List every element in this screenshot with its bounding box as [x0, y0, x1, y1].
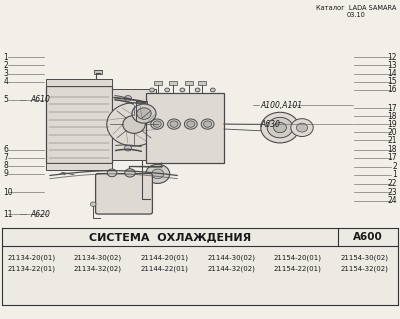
- Circle shape: [180, 88, 185, 92]
- Circle shape: [201, 119, 214, 129]
- Circle shape: [90, 202, 96, 206]
- Text: 10: 10: [3, 188, 13, 197]
- Circle shape: [296, 123, 308, 132]
- Text: 24: 24: [387, 197, 397, 205]
- Text: 15: 15: [387, 78, 397, 86]
- Text: 11: 11: [3, 210, 13, 219]
- Text: А630: А630: [260, 120, 280, 129]
- Circle shape: [210, 88, 215, 92]
- Text: 1: 1: [3, 53, 8, 62]
- Text: СИСТЕМА  ОХЛАЖДЕНИЯ: СИСТЕМА ОХЛАЖДЕНИЯ: [89, 232, 251, 242]
- Circle shape: [124, 145, 132, 151]
- Circle shape: [107, 169, 117, 177]
- Bar: [146, 93, 224, 163]
- Bar: [2, 228, 398, 305]
- Text: 23: 23: [387, 188, 397, 197]
- Bar: [169, 81, 177, 85]
- Circle shape: [150, 88, 154, 92]
- Circle shape: [170, 121, 178, 127]
- Circle shape: [137, 108, 151, 119]
- Bar: [198, 81, 206, 85]
- Text: 6: 6: [3, 145, 8, 154]
- Text: 18: 18: [387, 145, 397, 154]
- Bar: [154, 81, 162, 85]
- Text: 7: 7: [3, 153, 8, 162]
- Circle shape: [132, 104, 156, 123]
- Text: 17: 17: [387, 104, 397, 113]
- Text: 21: 21: [387, 136, 397, 145]
- Text: 8: 8: [3, 161, 8, 170]
- Text: 21134-22(01): 21134-22(01): [7, 265, 55, 272]
- Text: 21134-30(02): 21134-30(02): [74, 255, 122, 261]
- Circle shape: [152, 169, 164, 179]
- Text: 4: 4: [3, 78, 8, 86]
- Circle shape: [168, 119, 180, 129]
- Text: 21154-20(01): 21154-20(01): [274, 255, 322, 261]
- Text: 2: 2: [3, 61, 8, 70]
- Circle shape: [151, 119, 164, 129]
- Circle shape: [123, 115, 145, 133]
- Text: 16: 16: [387, 85, 397, 94]
- Text: 13: 13: [387, 61, 397, 70]
- Circle shape: [107, 103, 161, 146]
- Text: 18: 18: [387, 112, 397, 121]
- Circle shape: [291, 119, 313, 137]
- Circle shape: [124, 95, 132, 101]
- Text: 14: 14: [387, 69, 397, 78]
- Circle shape: [187, 121, 195, 127]
- Text: 21154-32(02): 21154-32(02): [341, 265, 389, 272]
- Text: Каталог  LADA SAMARA
03.10: Каталог LADA SAMARA 03.10: [316, 5, 396, 18]
- Circle shape: [267, 117, 293, 138]
- Circle shape: [153, 121, 161, 127]
- FancyBboxPatch shape: [96, 174, 152, 214]
- Circle shape: [146, 164, 170, 183]
- Text: 21144-32(02): 21144-32(02): [207, 265, 255, 272]
- Bar: [185, 81, 193, 85]
- Text: А610: А610: [30, 95, 50, 104]
- Text: А620: А620: [30, 210, 50, 219]
- Circle shape: [261, 112, 299, 143]
- Text: 21154-30(02): 21154-30(02): [341, 255, 389, 261]
- Circle shape: [204, 121, 212, 127]
- Text: 22: 22: [387, 179, 397, 188]
- Bar: [112, 89, 156, 160]
- Text: А100,А101: А100,А101: [260, 101, 302, 110]
- Text: 21134-20(01): 21134-20(01): [7, 255, 55, 261]
- Text: 20: 20: [387, 128, 397, 137]
- Bar: [46, 163, 112, 170]
- Text: 21144-22(01): 21144-22(01): [141, 265, 189, 272]
- Text: 9: 9: [3, 169, 8, 178]
- Text: 5: 5: [3, 95, 8, 104]
- Circle shape: [165, 88, 170, 92]
- Bar: [46, 79, 112, 86]
- Text: 21134-32(02): 21134-32(02): [74, 265, 122, 272]
- Text: 21154-22(01): 21154-22(01): [274, 265, 322, 272]
- Circle shape: [195, 88, 200, 92]
- Bar: [136, 101, 147, 121]
- Text: 1: 1: [392, 170, 397, 179]
- Bar: [46, 86, 112, 163]
- Text: 12: 12: [387, 53, 397, 62]
- Text: 3: 3: [3, 69, 8, 78]
- Text: 21144-30(02): 21144-30(02): [207, 255, 255, 261]
- Text: А600: А600: [353, 232, 383, 242]
- Text: 2: 2: [392, 162, 397, 171]
- Text: 21144-20(01): 21144-20(01): [141, 255, 189, 261]
- Bar: [94, 70, 102, 74]
- Text: 19: 19: [387, 120, 397, 129]
- Circle shape: [274, 122, 286, 133]
- Circle shape: [184, 119, 197, 129]
- Text: 17: 17: [387, 153, 397, 162]
- Circle shape: [125, 169, 135, 177]
